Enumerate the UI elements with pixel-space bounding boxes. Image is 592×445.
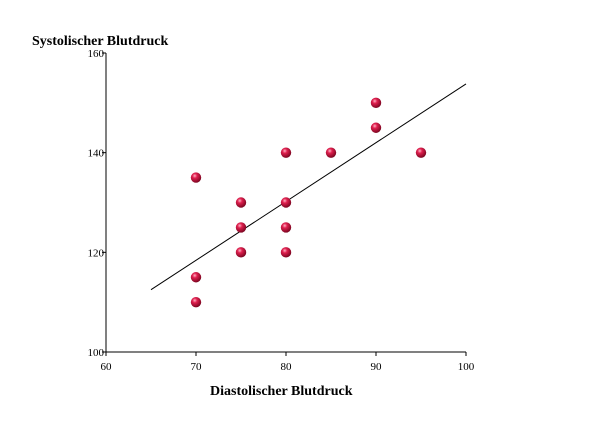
y-tick-label: 140 bbox=[88, 148, 105, 160]
y-tick-label: 100 bbox=[88, 347, 105, 359]
x-axis-title: Diastolischer Blutdruck bbox=[210, 384, 353, 399]
y-axis-title: Systolischer Blutdruck bbox=[32, 34, 169, 49]
data-point bbox=[190, 296, 202, 308]
data-points bbox=[190, 97, 427, 308]
x-tick-label: 80 bbox=[281, 361, 293, 373]
y-tick-label: 120 bbox=[88, 247, 105, 259]
data-point bbox=[370, 97, 382, 109]
data-point bbox=[235, 222, 247, 233]
x-tick-label: 60 bbox=[101, 361, 113, 373]
y-tick-label: 160 bbox=[88, 48, 105, 60]
x-tick-label: 100 bbox=[458, 361, 475, 373]
data-point bbox=[280, 222, 292, 233]
data-point bbox=[190, 272, 202, 283]
regression-line bbox=[150, 83, 467, 291]
data-point bbox=[235, 247, 247, 258]
data-point bbox=[370, 122, 382, 133]
data-point bbox=[190, 172, 202, 183]
x-tick-label: 90 bbox=[371, 361, 383, 373]
data-point bbox=[325, 147, 337, 158]
x-tick-label: 70 bbox=[191, 361, 203, 373]
data-point bbox=[415, 147, 427, 158]
regression-line-group bbox=[150, 83, 467, 291]
data-point bbox=[235, 197, 247, 208]
ticks: 60 70 80 90 100 100 120 140 160 bbox=[88, 48, 475, 373]
data-point bbox=[280, 197, 292, 208]
data-point bbox=[280, 247, 292, 258]
data-point bbox=[280, 147, 292, 158]
